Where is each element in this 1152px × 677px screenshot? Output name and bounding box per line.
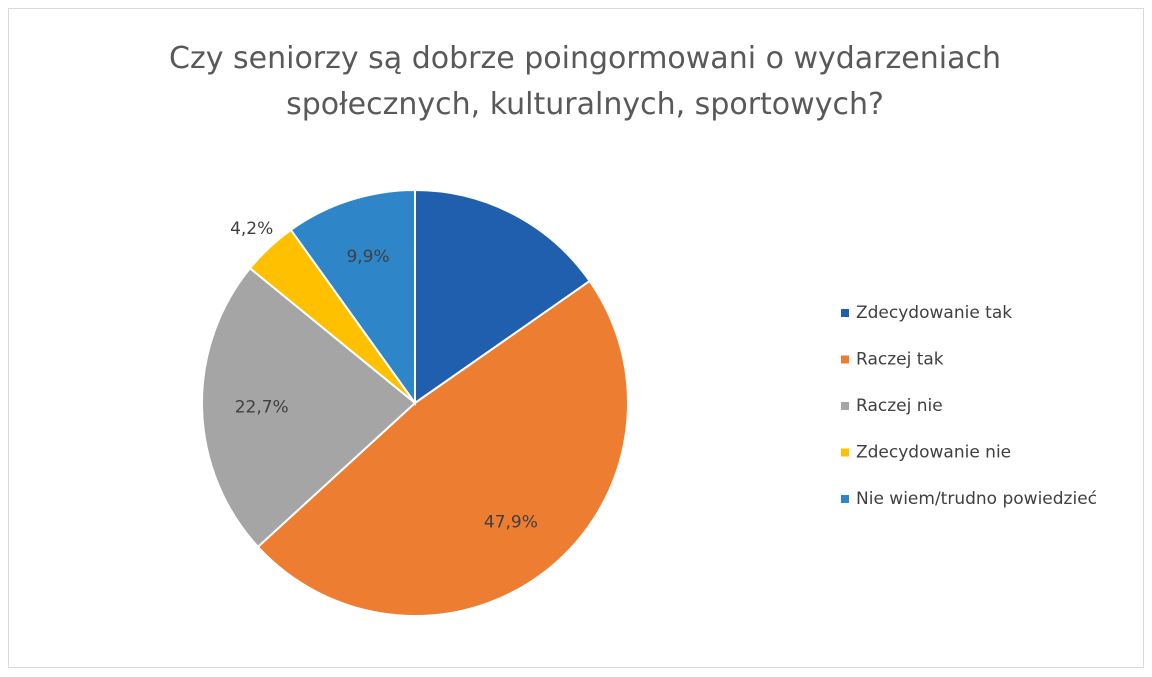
pie-slice [256, 279, 629, 617]
chart-frame [8, 8, 1144, 668]
pie-slice [414, 188, 592, 405]
legend-label: Zdecydowanie tak [856, 303, 1012, 323]
data-label: 4,2% [230, 219, 273, 239]
legend-swatch [841, 495, 849, 503]
chart-title: Czy seniorzy są dobrze poingormowani o w… [169, 41, 1001, 122]
legend-swatch [841, 448, 849, 457]
data-label: 22,7% [235, 397, 289, 417]
data-label: 9,9% [346, 247, 389, 267]
pie-slice [289, 188, 416, 407]
legend-swatch [841, 309, 849, 317]
legend-label: Raczej nie [856, 396, 943, 416]
legend-swatch [841, 402, 849, 410]
pie-slice [201, 266, 417, 549]
legend-swatch [841, 355, 849, 364]
legend-label: Raczej tak [856, 350, 944, 370]
legend-label: Nie wiem/trudno powiedzieć [856, 489, 1097, 509]
data-label: 47,9% [484, 513, 538, 533]
legend-label: Zdecydowanie nie [856, 443, 1011, 463]
